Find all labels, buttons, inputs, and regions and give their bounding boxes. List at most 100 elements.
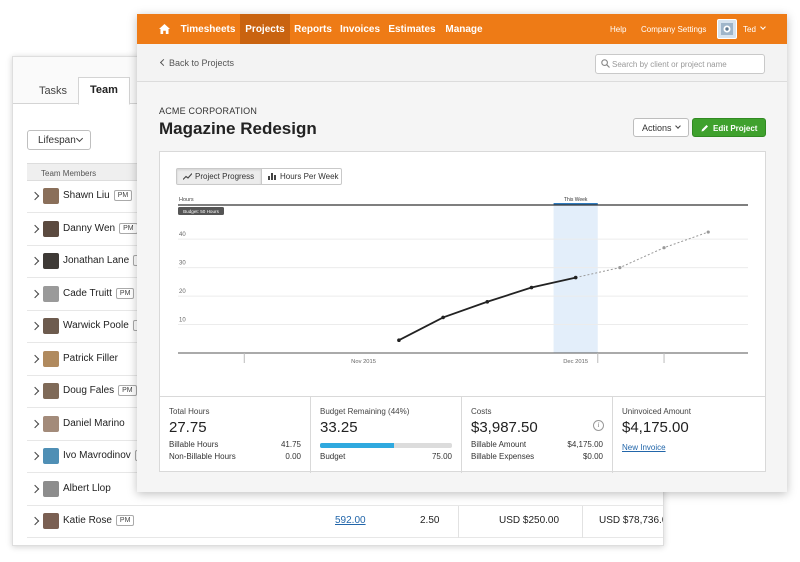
member-rate: 2.50: [420, 515, 440, 526]
tab-hours-per-week[interactable]: Hours Per Week: [261, 169, 342, 184]
metric-value: 33.25: [320, 419, 358, 436]
chevron-right-icon[interactable]: [30, 484, 40, 493]
info-icon[interactable]: i: [593, 420, 604, 431]
projected-point: [618, 266, 622, 270]
nav-help[interactable]: Help: [610, 25, 627, 34]
chevron-right-icon[interactable]: [30, 516, 40, 526]
chevron-right-icon[interactable]: [30, 386, 40, 396]
x-tick-label: Dec 2015: [563, 359, 588, 365]
member-name-text: Jonathan Lane: [63, 255, 130, 266]
chevron-left-icon[interactable]: [159, 58, 168, 67]
member-name-text: Patrick Filler: [63, 352, 119, 364]
metric-costs: Costs $3,987.50 i Billable Amount $4,175…: [462, 397, 613, 473]
chevron-right-icon[interactable]: [30, 354, 40, 363]
pm-badge: PM: [113, 190, 133, 201]
y-axis-label: Hours: [179, 197, 194, 203]
y-tick-label: 30: [179, 261, 186, 267]
member-avatar: [43, 253, 59, 269]
member-hours-link[interactable]: 592.00: [335, 515, 366, 526]
tab-project-progress[interactable]: Project Progress: [177, 169, 261, 184]
member-avatar: [43, 448, 59, 464]
tab-tasks[interactable]: Tasks: [38, 85, 68, 97]
chart-tabs: Project Progress Hours Per Week: [176, 168, 342, 185]
nav-timesheets[interactable]: Timesheets: [180, 24, 236, 35]
budget-badge-label: Budget: 50 Hours: [183, 209, 219, 214]
non-billable-hours-label: Non-Billable Hours: [169, 452, 236, 461]
team-member-row[interactable]: Katie Rose PM 592.00 2.50 USD $250.00 USD $78…: [27, 506, 664, 538]
search-field[interactable]: [595, 54, 765, 74]
non-billable-hours-row: Non-Billable Hours 0.00: [169, 452, 301, 461]
member-name-text: Doug Fales: [63, 385, 115, 396]
chevron-right-icon[interactable]: [30, 224, 40, 233]
member-total: USD $78,736.0: [599, 515, 664, 526]
metric-label: Budget Remaining (44%): [320, 407, 410, 416]
home-icon[interactable]: [159, 24, 170, 34]
tab-team[interactable]: Team: [78, 77, 130, 105]
nav-manage[interactable]: Manage: [445, 24, 483, 35]
y-tick-label: 20: [179, 289, 186, 295]
actual-point: [441, 315, 445, 320]
billable-amount-value: $4,175.00: [567, 440, 603, 449]
actual-series-line: [398, 276, 576, 341]
billable-amount-label: Billable Amount: [471, 440, 527, 449]
member-name: Katie Rose PM: [63, 515, 135, 526]
billable-expenses-row: Billable Expenses $0.00: [471, 452, 603, 461]
actions-button[interactable]: Actions: [633, 118, 689, 137]
billable-expenses-label: Billable Expenses: [471, 452, 535, 461]
edit-project-label: Edit Project: [713, 124, 758, 133]
member-avatar: [43, 415, 59, 432]
chevron-right-icon[interactable]: [30, 451, 40, 461]
lifespan-dropdown[interactable]: Lifespan: [27, 130, 91, 150]
chevron-down-icon: [675, 123, 681, 129]
metric-value: $3,987.50: [471, 419, 538, 436]
member-name: Shawn Liu PM: [63, 190, 133, 201]
top-nav: Timesheets Projects Reports Invoices Est…: [137, 14, 787, 44]
member-name-text: Daniel Marino: [63, 417, 125, 429]
actions-label: Actions: [642, 123, 672, 133]
lifespan-label: Lifespan: [38, 135, 76, 146]
chevron-right-icon[interactable]: [30, 256, 40, 266]
nav-projects[interactable]: Projects: [240, 14, 290, 44]
budget-label: Budget: [320, 452, 346, 461]
member-name-text: Cade Truitt: [63, 287, 112, 299]
budget-progress-fill: [320, 443, 394, 448]
metrics-row: Total Hours 27.75 Billable Hours 41.75 N…: [160, 396, 765, 473]
actual-point: [485, 299, 490, 304]
chevron-right-icon[interactable]: [30, 191, 40, 201]
user-name[interactable]: Ted: [743, 25, 756, 34]
member-avatar: [43, 285, 59, 302]
chevron-right-icon[interactable]: [30, 321, 40, 331]
billable-expenses-value: $0.00: [582, 452, 603, 461]
member-avatar: [43, 188, 59, 204]
billable-amount-row: Billable Amount $4,175.00: [471, 440, 603, 449]
member-avatar: [43, 350, 59, 367]
member-name: Albert Llop: [63, 483, 111, 494]
chevron-right-icon[interactable]: [30, 289, 40, 298]
client-name: ACME CORPORATION: [159, 106, 258, 116]
metric-budget-remaining: Budget Remaining (44%) 33.25 Budget 75.0…: [311, 397, 462, 473]
member-avatar: [43, 383, 59, 399]
member-name: Cade Truitt PM: [63, 287, 135, 299]
member-avatar: [43, 513, 59, 529]
search-input[interactable]: [612, 57, 762, 71]
chevron-down-icon[interactable]: [760, 24, 766, 30]
member-avatar: [43, 480, 59, 497]
edit-project-button[interactable]: Edit Project: [692, 118, 766, 137]
metric-value: $4,175.00: [622, 419, 689, 436]
nav-reports[interactable]: Reports: [294, 24, 332, 35]
nav-estimates[interactable]: Estimates: [388, 24, 436, 35]
member-name-text: Warwick Poole: [63, 320, 129, 331]
member-name-text: Ivo Mavrodinov: [63, 450, 131, 461]
budget-progress-bar: [320, 443, 452, 448]
member-name-text: Shawn Liu: [63, 190, 110, 201]
user-avatar[interactable]: [717, 19, 737, 39]
team-member-row[interactable]: Albert Llop: [27, 474, 663, 506]
nav-company-settings[interactable]: Company Settings: [641, 25, 707, 34]
metric-uninvoiced: Uninvoiced Amount $4,175.00 New Invoice: [613, 397, 765, 473]
projected-point: [662, 246, 666, 250]
chevron-right-icon[interactable]: [30, 419, 40, 428]
column-divider: [582, 506, 583, 538]
new-invoice-link[interactable]: New Invoice: [622, 443, 666, 452]
back-to-projects-link[interactable]: Back to Projects: [169, 58, 235, 68]
nav-invoices[interactable]: Invoices: [340, 24, 381, 35]
